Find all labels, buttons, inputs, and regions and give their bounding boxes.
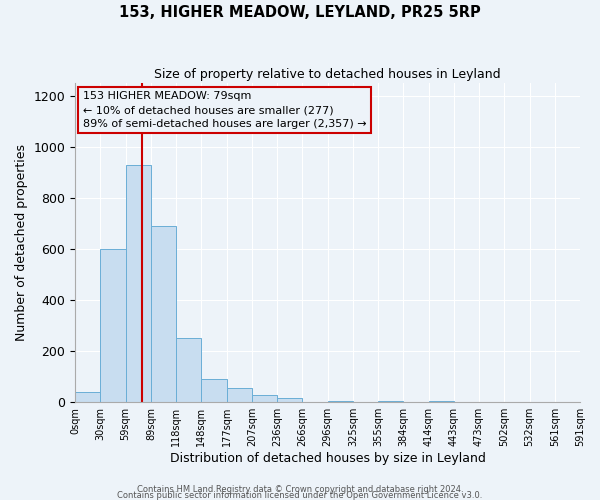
Bar [176, 338, 202, 402]
Bar [125, 165, 151, 402]
Text: 153, HIGHER MEADOW, LEYLAND, PR25 5RP: 153, HIGHER MEADOW, LEYLAND, PR25 5RP [119, 5, 481, 20]
Bar [252, 394, 277, 402]
Bar [428, 401, 454, 402]
Bar [227, 388, 252, 402]
Bar [75, 392, 100, 402]
Bar [277, 398, 302, 402]
Bar [100, 249, 125, 402]
Text: Contains HM Land Registry data © Crown copyright and database right 2024.: Contains HM Land Registry data © Crown c… [137, 484, 463, 494]
Text: Contains public sector information licensed under the Open Government Licence v3: Contains public sector information licen… [118, 490, 482, 500]
Bar [202, 379, 227, 402]
X-axis label: Distribution of detached houses by size in Leyland: Distribution of detached houses by size … [170, 452, 485, 465]
Bar [378, 401, 403, 402]
Title: Size of property relative to detached houses in Leyland: Size of property relative to detached ho… [154, 68, 501, 80]
Y-axis label: Number of detached properties: Number of detached properties [15, 144, 28, 341]
Bar [151, 226, 176, 402]
Bar [328, 401, 353, 402]
Text: 153 HIGHER MEADOW: 79sqm
← 10% of detached houses are smaller (277)
89% of semi-: 153 HIGHER MEADOW: 79sqm ← 10% of detach… [83, 91, 367, 129]
